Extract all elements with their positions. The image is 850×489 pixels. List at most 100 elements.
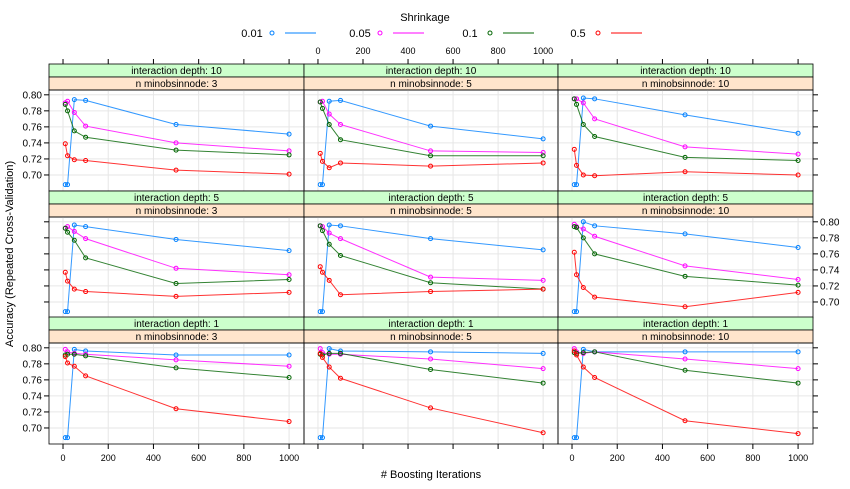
y-tick-label: 0.70 [23, 170, 43, 181]
data-point [337, 375, 343, 381]
data-point [319, 98, 325, 104]
data-point [540, 366, 546, 372]
data-point [592, 374, 598, 380]
data-point [83, 373, 89, 379]
data-point [286, 352, 292, 358]
data-point [173, 365, 179, 371]
series-line-0.5 [573, 350, 799, 435]
data-point [319, 435, 325, 441]
y-tick-label: 0.72 [23, 407, 43, 418]
data-point [317, 264, 323, 270]
data-point [682, 154, 688, 160]
y-tick-label: 0.80 [23, 90, 43, 101]
data-point [540, 350, 546, 356]
x-tick-label: 600 [700, 453, 715, 463]
data-point [83, 255, 89, 261]
data-point [540, 153, 546, 159]
x-tick-label: 800 [745, 453, 760, 463]
data-point [65, 108, 71, 114]
data-point [71, 351, 77, 357]
strip-depth-label: interaction depth: 5 [643, 193, 728, 204]
strip-minobs-label: n minobsinnode: 3 [136, 206, 218, 217]
y-tick-label: 0.74 [820, 265, 840, 276]
panel: interaction depth: 5 n minobsinnode: 3 [48, 190, 305, 319]
series-line-0.5 [573, 252, 799, 308]
data-point [65, 153, 71, 159]
data-point [62, 101, 68, 107]
data-point [574, 162, 580, 168]
series-line-0.1 [574, 351, 799, 384]
panel: interaction depth: 5 n minobsinnode: 5 [303, 190, 559, 319]
data-point [71, 157, 77, 163]
data-point [326, 98, 332, 104]
x-tick-label: 1000 [279, 453, 299, 463]
series-line-0.1 [64, 104, 290, 156]
series-line-0.1 [319, 101, 544, 157]
data-point [337, 121, 343, 127]
data-point [62, 435, 68, 441]
data-point [540, 380, 546, 386]
data-point [795, 282, 801, 288]
panel: interaction depth: 1 n minobsinnode: 5 [303, 316, 559, 445]
x-tick-label: 800 [236, 453, 251, 463]
data-point [62, 354, 68, 360]
data-point [65, 98, 71, 104]
data-point [326, 346, 332, 352]
data-point [795, 158, 801, 164]
panel: interaction depth: 10 n minobsinnode: 10 [557, 63, 814, 192]
x-tick-label: 200 [610, 453, 625, 463]
data-point [540, 136, 546, 142]
x-tick-label: 200 [355, 46, 370, 56]
data-point [580, 350, 586, 356]
panel: interaction depth: 1 n minobsinnode: 10 [557, 316, 814, 445]
data-point [319, 269, 325, 275]
series-line-0.5 [64, 356, 290, 423]
data-point [795, 431, 801, 437]
data-point [682, 349, 688, 355]
data-point [580, 364, 586, 370]
series-line-0.01 [574, 348, 799, 439]
data-point [173, 147, 179, 153]
data-point [574, 272, 580, 278]
strip-depth-label: interaction depth: 5 [388, 193, 473, 204]
data-point [428, 236, 434, 242]
data-point [337, 252, 343, 258]
series-line-0.05 [64, 226, 290, 276]
data-point [62, 269, 68, 275]
data-point [428, 356, 434, 362]
data-point [795, 172, 801, 178]
legend-marker [377, 30, 383, 36]
data-point [173, 406, 179, 412]
panel-frame [303, 216, 559, 319]
data-point [65, 309, 71, 315]
data-point [286, 171, 292, 177]
data-point [540, 286, 546, 292]
strip-depth-label: interaction depth: 1 [134, 319, 219, 330]
data-point [62, 141, 68, 147]
series-line-0.1 [573, 98, 799, 162]
x-tick-label: 400 [401, 46, 416, 56]
data-point [428, 163, 434, 169]
data-point [71, 237, 77, 243]
data-point [173, 293, 179, 299]
data-point [592, 223, 598, 229]
x-tick-label: 0 [315, 46, 320, 56]
y-tick-label: 0.76 [23, 122, 43, 133]
y-tick-label: 0.80 [23, 343, 43, 354]
data-point [682, 263, 688, 269]
data-point [62, 182, 68, 188]
x-tick-label: 800 [491, 46, 506, 56]
data-point [337, 292, 343, 298]
y-tick-label: 0.80 [820, 217, 840, 228]
data-point [173, 357, 179, 363]
data-point [571, 249, 577, 255]
x-tick-label: 600 [191, 453, 206, 463]
strip-minobs-label: n minobsinnode: 10 [642, 206, 730, 217]
data-point [571, 309, 577, 315]
legend-label: 0.05 [349, 28, 370, 40]
data-point [337, 160, 343, 166]
legend-marker [595, 30, 601, 36]
data-point [592, 173, 598, 179]
data-point [317, 435, 323, 441]
